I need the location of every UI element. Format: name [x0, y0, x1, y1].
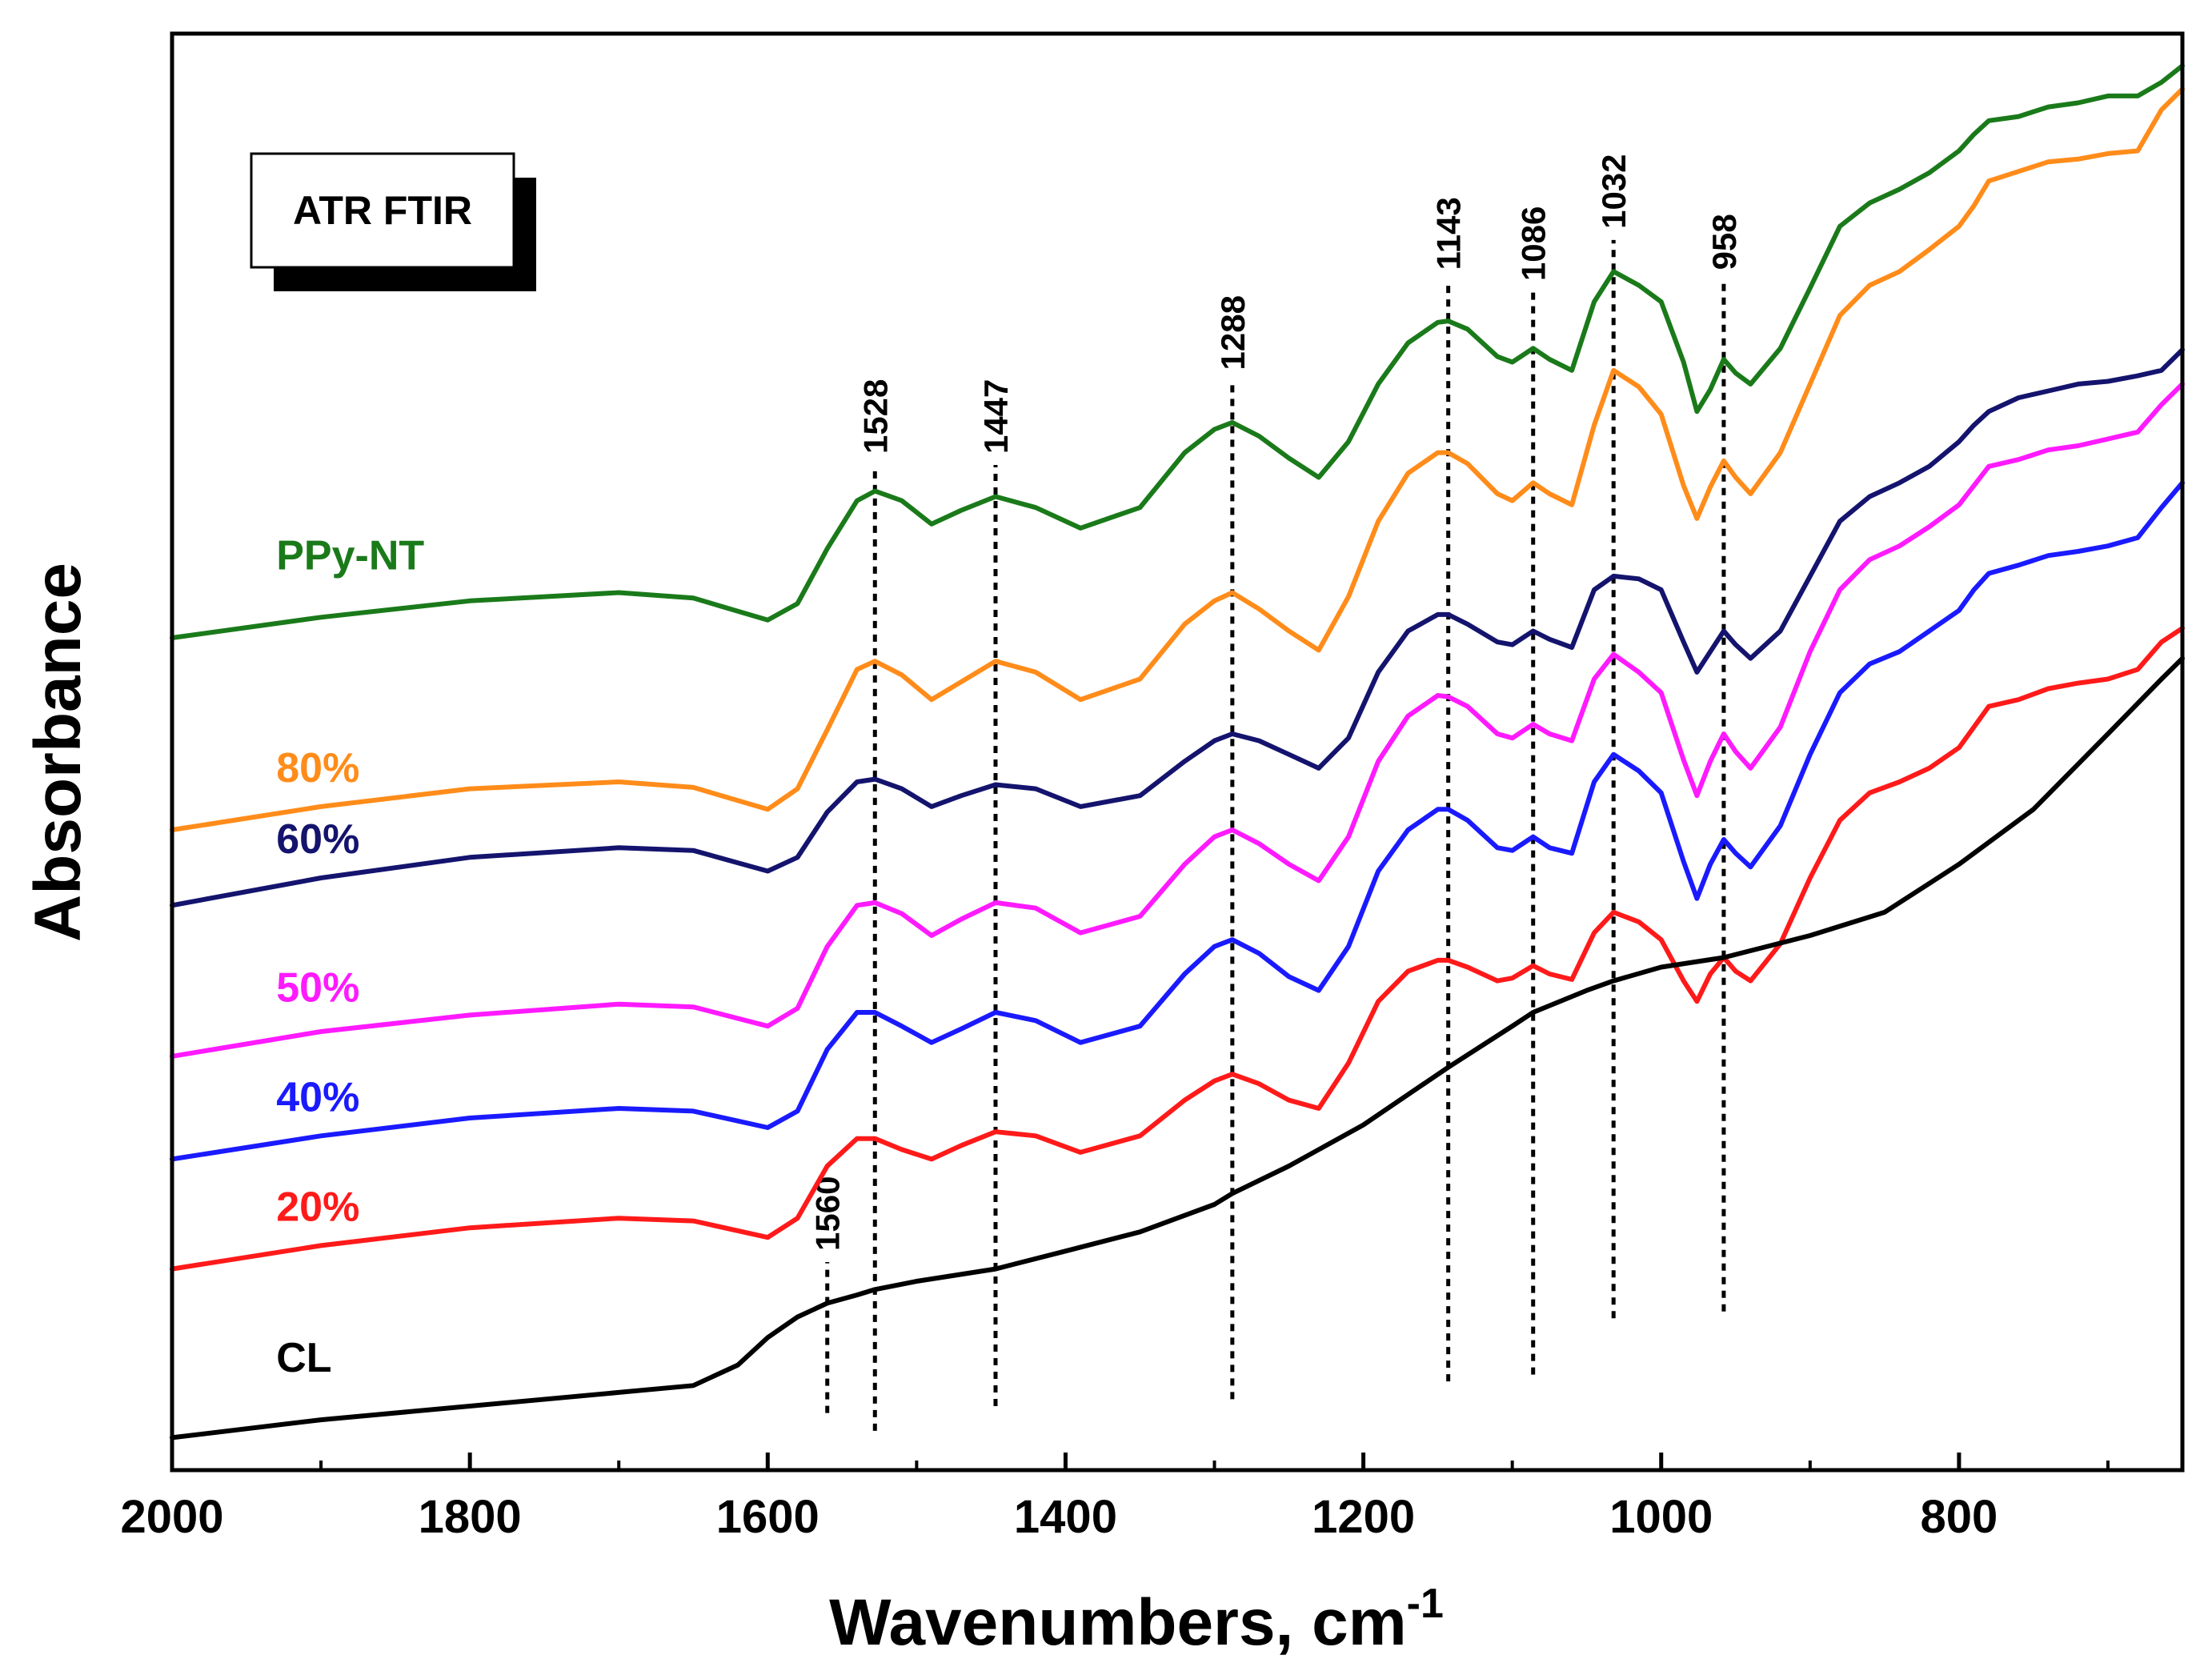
peak-label-1447: 1447: [977, 379, 1015, 454]
legend-box-title: ATR FTIR: [293, 188, 472, 233]
x-tick-label-1000: 1000: [1609, 1491, 1713, 1543]
series-line-60-: [170, 347, 2185, 908]
series-label-60-: 60%: [276, 816, 359, 863]
legend-box-frame: [250, 152, 515, 269]
x-axis-title-text: Wavenumbers, cm: [829, 1586, 1407, 1659]
x-tick-label-800: 800: [1920, 1491, 1998, 1543]
legend-box: ATR FTIR: [250, 152, 536, 291]
x-tick-label-2000: 2000: [120, 1491, 223, 1543]
series-label-ppy-nt: PPy-NT: [276, 532, 424, 579]
series-line-40-: [170, 480, 2185, 1162]
peak-label-1143: 1143: [1430, 197, 1468, 270]
peak-label-958: 958: [1705, 214, 1743, 270]
series-line-cl: [170, 655, 2185, 1441]
series-line-50-: [170, 381, 2185, 1059]
x-axis-title-superscript: -1: [1407, 1581, 1444, 1627]
peak-label-1528: 1528: [856, 379, 894, 454]
peak-label-1086: 1086: [1515, 206, 1553, 281]
series-line-80-: [170, 86, 2185, 832]
series-label-40-: 40%: [276, 1074, 359, 1120]
series-line-20-: [170, 626, 2185, 1272]
peak-label-1288: 1288: [1214, 295, 1252, 370]
peak-label-1032: 1032: [1595, 154, 1633, 228]
x-axis-ticks: 2000 1800 1600 1400 1200 1000 800: [120, 1453, 2110, 1543]
x-axis-title: Wavenumbers, cm-1: [829, 1581, 1444, 1659]
y-axis-title: Absorbance: [22, 563, 94, 942]
series-label-80-: 80%: [276, 745, 359, 791]
plot-frame: [170, 31, 2185, 1473]
x-tick-label-1400: 1400: [1014, 1491, 1117, 1543]
series-label-50-: 50%: [276, 964, 359, 1011]
series-label-cl: CL: [276, 1335, 331, 1381]
series-line-ppy-nt: [170, 63, 2185, 640]
series-label-20-: 20%: [276, 1184, 359, 1231]
x-tick-label-1800: 1800: [419, 1491, 522, 1543]
x-tick-label-1200: 1200: [1312, 1491, 1415, 1543]
x-tick-label-1600: 1600: [716, 1491, 819, 1543]
series-labels: PPy-NT 80% 60% 50% 40% 20% CL: [276, 532, 424, 1381]
spectra-series: [170, 63, 2185, 1441]
